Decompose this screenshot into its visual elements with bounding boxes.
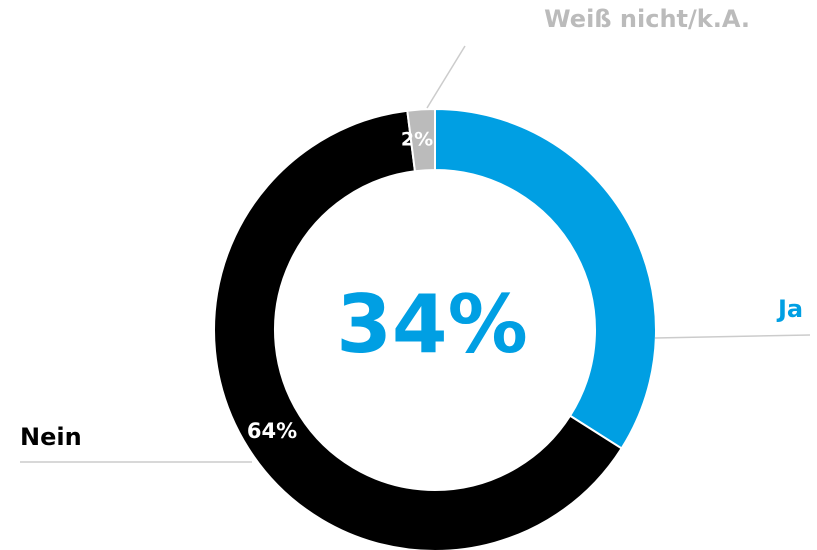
donut-slice xyxy=(406,107,436,173)
value-label: 2% xyxy=(401,129,433,151)
leader-line xyxy=(426,45,466,109)
donut-slice xyxy=(434,107,657,450)
value-label: 64% xyxy=(247,419,297,443)
value-label: 34% xyxy=(336,278,527,371)
leader-line xyxy=(654,334,811,339)
category-label: Ja xyxy=(776,295,803,323)
category-label: Weiß nicht/k.A. xyxy=(544,5,750,33)
category-label: Nein xyxy=(20,423,82,451)
donut-slice xyxy=(213,109,623,550)
